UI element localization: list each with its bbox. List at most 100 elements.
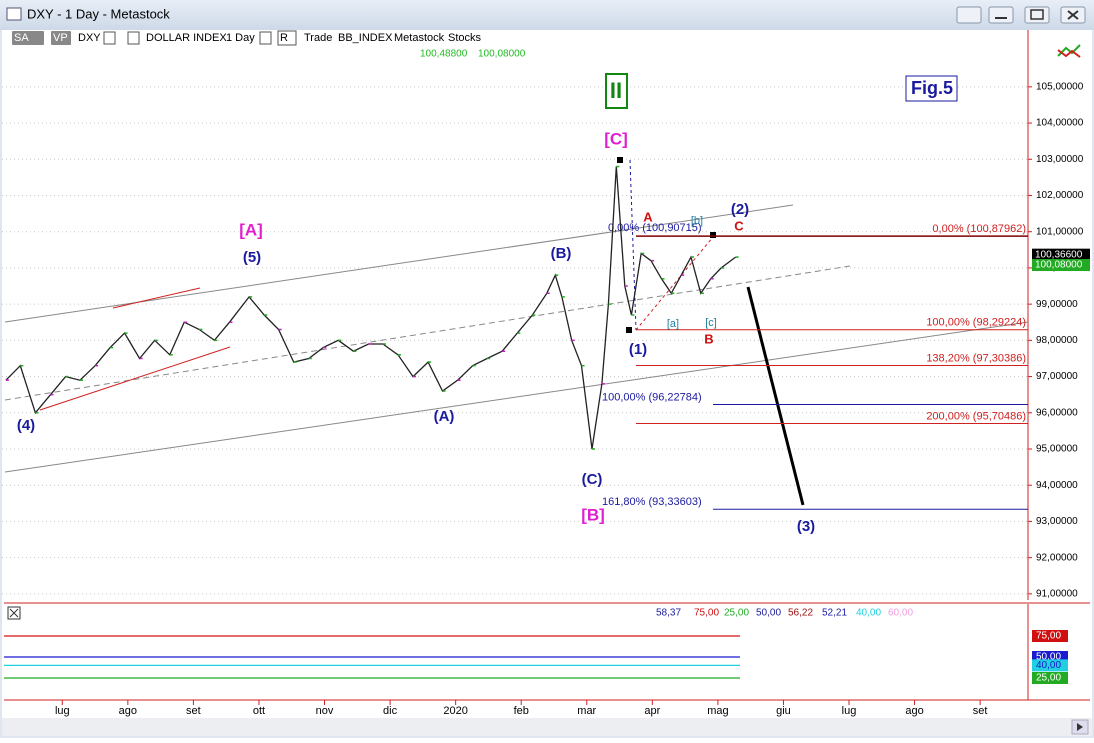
window-buttons[interactable] (956, 6, 1086, 24)
fig-box (905, 75, 958, 102)
x-tick-label: dic (383, 705, 398, 717)
wave-label: (5) (243, 249, 261, 266)
wave-label: [B] (581, 505, 605, 524)
toolbar-item: R (280, 32, 288, 44)
indicator-value: 58,37 (656, 608, 681, 619)
window-title: DXY - 1 Day - Metastock (27, 6, 170, 21)
quote-ask: 100,08000 (478, 49, 526, 60)
level-box (1032, 630, 1068, 642)
level-box (1032, 659, 1068, 672)
toolbar-item: BB_INDEX (338, 32, 393, 44)
app-icon (6, 7, 22, 21)
close-icon (1067, 10, 1079, 20)
x-tick-label: feb (514, 705, 529, 717)
x-tick-label: 2020 (443, 705, 467, 717)
level-label: 50,00 (1036, 652, 1061, 663)
indicator-value: 60,00 (888, 608, 913, 619)
wave-label: (B) (551, 245, 572, 262)
y-tick-label: 105,00000 (1036, 81, 1084, 92)
wave-label: (3) (797, 518, 815, 535)
wave-label: (4) (17, 417, 35, 434)
maximize-icon (1030, 9, 1044, 20)
x-tick-label: lug (55, 705, 70, 717)
scroll-arrow (1077, 723, 1083, 731)
y-tick-label: 102,00000 (1036, 190, 1084, 201)
toolbar-dropdown[interactable] (127, 31, 140, 45)
x-tick-label: set (186, 705, 201, 717)
wave-label: [C] (604, 129, 628, 148)
quote-bid: 100,48800 (420, 49, 468, 60)
wedge-lower (39, 346, 231, 411)
y-tick-label: 92,00000 (1036, 552, 1078, 563)
toolbar-dropdown[interactable] (259, 31, 272, 45)
anchor-point (617, 157, 623, 163)
fib-label: 138,20% (97,30386) (926, 352, 1026, 364)
wave-label: (1) (629, 341, 647, 358)
indicator-value: 56,22 (788, 608, 813, 619)
fib-label: 0,00% (100,87962) (932, 223, 1026, 235)
level-label: 25,00 (1036, 673, 1061, 684)
indicator-value: 52,21 (822, 608, 847, 619)
toolbar: SA VP DXY DOLLAR INDEX 1 Day R Trade BB_INDEX Me… (12, 30, 482, 46)
y-tick-label: 104,00000 (1036, 118, 1084, 129)
fib-label: 100,00% (98,29224) (926, 317, 1026, 329)
x-tick-label: lug (842, 705, 857, 717)
wedge-upper (112, 287, 201, 309)
toolbar-item[interactable]: SA (14, 32, 29, 44)
toolbar-item: DOLLAR INDEX (146, 32, 227, 44)
degree-box (605, 73, 628, 109)
x-tick-label: mag (707, 705, 728, 717)
y-tick-label: 97,00000 (1036, 371, 1078, 382)
y-tick-label: 91,00000 (1036, 588, 1078, 599)
restore-view-button[interactable] (956, 6, 982, 24)
wave-label: B (704, 331, 713, 346)
x-tick-label: ago (119, 705, 137, 717)
y-tick-label: 95,00000 (1036, 444, 1078, 455)
channel-middle (4, 265, 851, 401)
x-tick-label: mar (577, 705, 596, 717)
wave-label: (A) (434, 408, 455, 425)
last-price-box (1032, 248, 1090, 261)
y-tick-label: 93,00000 (1036, 516, 1078, 527)
grid: 105,00000 104,00000 103,00000 102,00000 101,… (2, 81, 1084, 717)
scrollbar[interactable] (2, 718, 1092, 736)
toolbar-item: Metastock (394, 32, 445, 44)
anchor-point (710, 232, 716, 238)
x-tick-label: ott (253, 705, 265, 717)
indicator-value: 50,00 (756, 608, 781, 619)
toolbar-button[interactable] (277, 30, 297, 46)
minimize-button[interactable] (988, 6, 1014, 24)
fig-label: Fig.5 (911, 78, 953, 98)
last-price-label: 100,36600 (1035, 249, 1083, 260)
toolbar-item: Stocks (448, 32, 482, 44)
wave-label: [A] (239, 220, 263, 239)
wave-1-line (629, 159, 637, 331)
x-tick-label: giu (776, 705, 791, 717)
level-box (1032, 671, 1068, 684)
toolbar-item: Trade (304, 32, 332, 44)
fib-label: 200,00% (95,70486) (926, 410, 1026, 422)
fib-label: 100,00% (96,22784) (602, 391, 702, 403)
toolbar-item: 1 Day (226, 32, 255, 44)
toolbar-button[interactable] (12, 31, 44, 45)
x-tick-label: apr (644, 705, 660, 717)
level-label: 75,00 (1036, 631, 1061, 642)
trend-icon[interactable] (1057, 44, 1081, 58)
anchor-point (626, 327, 632, 333)
level-label: 40,00 (1036, 660, 1061, 671)
wave-label: (2) (731, 201, 749, 218)
close-panel-icon (9, 608, 19, 618)
toolbar-button[interactable] (51, 31, 71, 45)
last-price-label: 100,08000 (1035, 260, 1083, 271)
toolbar-dropdown[interactable] (103, 31, 116, 45)
toolbar-item: DXY (78, 32, 101, 44)
y-tick-label: 103,00000 (1036, 154, 1084, 165)
projection-arrow (746, 286, 805, 506)
abc-line (635, 236, 714, 331)
toolbar-item[interactable]: VP (53, 32, 68, 44)
wave-label: [a] (667, 318, 679, 330)
degree-label: II (610, 78, 622, 103)
plot: 0,00% (100,87962) 100,00% (98,29224) 138,2… (5, 129, 1090, 535)
